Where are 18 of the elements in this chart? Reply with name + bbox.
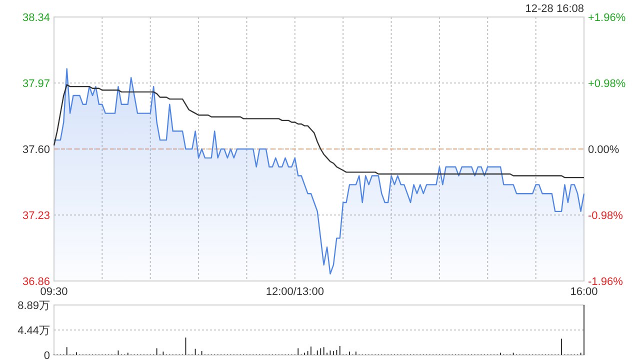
y2-tick-label: 0.00% <box>588 144 620 156</box>
y2-tick-label: -1.96% <box>588 276 624 288</box>
y-tick-label: 38.34 <box>22 12 50 24</box>
x-tick-label: 12:00/13:00 <box>266 286 324 298</box>
x-tick-label: 09:30 <box>40 286 68 298</box>
y2-tick-label: +1.96% <box>588 12 626 24</box>
x-tick-label: 16:00 <box>570 286 598 298</box>
y-tick-label: 37.23 <box>22 210 50 222</box>
y-tick-label: 4.44万 <box>18 325 50 338</box>
line-series <box>53 84 585 178</box>
y-tick-label: 36.86 <box>22 276 50 288</box>
y-tick-label: 0 <box>44 350 50 360</box>
y-tick-label: 37.60 <box>22 144 50 156</box>
y-tick-label: 8.89万 <box>18 300 50 312</box>
y-tick-label: 37.97 <box>22 78 50 90</box>
y2-tick-label: -0.98% <box>588 210 624 222</box>
text: 12-28 16:08 <box>525 3 584 15</box>
y2-tick-label: +0.98% <box>588 78 626 90</box>
